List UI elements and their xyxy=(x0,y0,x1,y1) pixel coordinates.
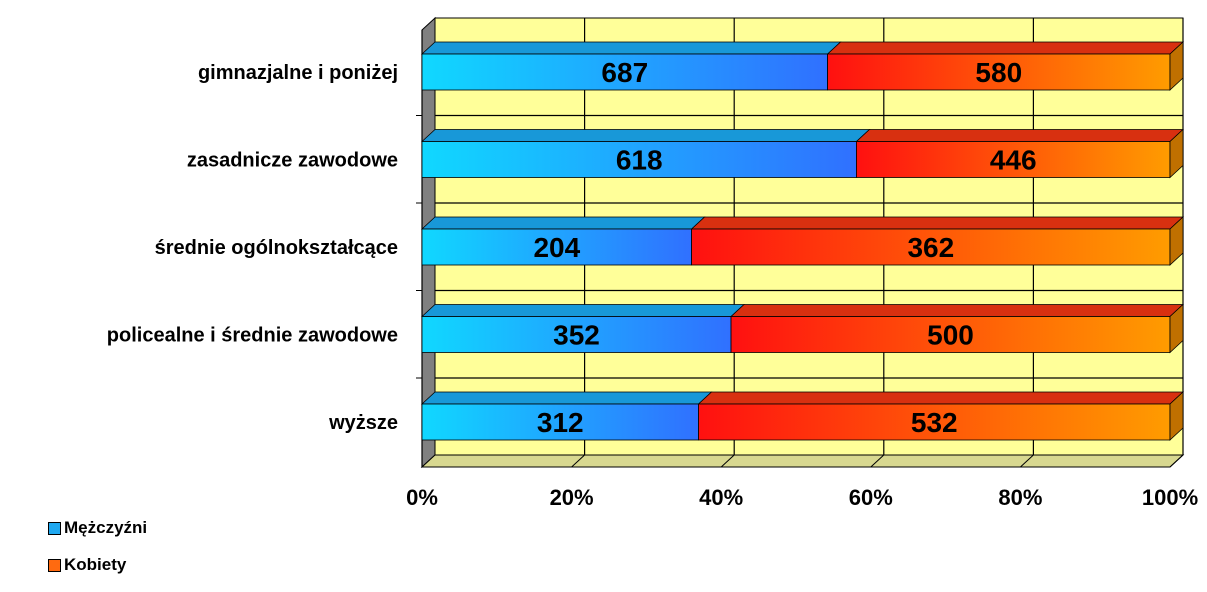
legend-swatch-kobiety xyxy=(48,558,61,572)
bar-front-face xyxy=(730,316,1171,353)
data-label: 446 xyxy=(990,145,1037,176)
legend: Mężczyźni Kobiety xyxy=(48,518,147,592)
data-label: 312 xyxy=(537,407,584,438)
legend-label-kobiety: Kobiety xyxy=(64,555,127,574)
data-label: 580 xyxy=(975,57,1022,88)
bar-top-face xyxy=(690,216,1185,230)
bar-front-face xyxy=(856,141,1171,178)
x-tick-label: 100% xyxy=(1142,485,1198,510)
floor-gridline xyxy=(720,454,735,468)
data-label: 362 xyxy=(907,232,954,263)
x-axis-tick-labels: 0% 20% 40% 60% 80% 100% xyxy=(406,485,1198,510)
legend-item-kobiety: Kobiety xyxy=(48,555,147,575)
floor-gridline xyxy=(1169,454,1184,468)
bar-mezczyzni-gimnazjalne-i-ponizej: 687 xyxy=(420,41,842,91)
bar-front-face xyxy=(698,403,1171,441)
bar-mezczyzni-policealne-i-srednie-zawodowe: 352 xyxy=(420,304,746,353)
bar-mezczyzni-wyzsze: 312 xyxy=(420,391,713,441)
x-tick-label: 60% xyxy=(849,485,893,510)
category-label: gimnazjalne i poniżej xyxy=(198,62,398,84)
bar-top-face xyxy=(697,391,1185,405)
bar-side-face xyxy=(1169,391,1184,441)
bar-mezczyzni-srednie-ogolnoksztalcace: 204 xyxy=(420,216,706,266)
data-label: 352 xyxy=(553,320,600,351)
bar-front-face xyxy=(421,316,732,353)
x-tick-label: 20% xyxy=(550,485,594,510)
bar-top-face xyxy=(420,391,713,405)
bar-top-face xyxy=(420,129,871,142)
bar-top-face xyxy=(420,216,706,230)
floor-gridline xyxy=(1020,454,1034,468)
data-label: 687 xyxy=(601,57,648,88)
bar-side-face xyxy=(1169,128,1184,179)
bar-kobiety-srednie-ogolnoksztalcace: 362 xyxy=(690,216,1185,266)
bar-side-face xyxy=(1169,303,1184,354)
x-tick-label: 40% xyxy=(699,485,743,510)
bar-front-face xyxy=(691,228,1171,266)
category-label: średnie ogólnokształcące xyxy=(155,237,398,259)
legend-swatch-mezczyzni xyxy=(48,521,61,535)
floor-gridline xyxy=(571,454,585,468)
bar-side-face xyxy=(1169,216,1184,266)
bar-side-face xyxy=(1169,41,1184,91)
bar-front-face xyxy=(421,141,857,178)
bar-mezczyzni-zasadnicze-zawodowe: 618 xyxy=(420,129,871,178)
data-label: 618 xyxy=(616,145,663,176)
x-tick-label: 0% xyxy=(406,485,438,510)
data-label: 500 xyxy=(927,320,974,351)
data-label: 532 xyxy=(911,407,958,438)
legend-label-mezczyzni: Mężczyźni xyxy=(64,518,148,537)
bar-kobiety-policealne-i-srednie-zawodowe: 500 xyxy=(730,303,1185,354)
x-tick-label: 80% xyxy=(998,485,1042,510)
bar-kobiety-wyzsze: 532 xyxy=(697,391,1185,441)
floor-gridline xyxy=(870,454,885,468)
bar-front-face xyxy=(421,403,699,441)
bar-front-face xyxy=(421,53,828,91)
bar-top-face xyxy=(826,41,1185,55)
category-label: policealne i średnie zawodowe xyxy=(107,325,398,347)
bar-kobiety-zasadnicze-zawodowe: 446 xyxy=(855,128,1185,179)
bar-top-face xyxy=(420,41,842,55)
bar-kobiety-gimnazjalne-i-ponizej: 580 xyxy=(826,41,1185,91)
floor xyxy=(420,454,1185,468)
bar-front-face xyxy=(421,228,692,266)
bar-top-face xyxy=(730,304,1185,317)
data-label: 204 xyxy=(533,232,580,263)
bar-top-face xyxy=(855,129,1185,142)
legend-item-mezczyzni: Mężczyźni xyxy=(48,518,147,538)
bars: 687 580 618 446 204 362 352 500 312 532 xyxy=(420,41,1185,441)
bar-top-face xyxy=(420,304,746,317)
category-label: zasadnicze zawodowe xyxy=(187,150,398,172)
category-label: wyższe xyxy=(328,412,398,434)
category-labels: gimnazjalne i poniżej zasadnicze zawodowe… xyxy=(107,62,398,434)
